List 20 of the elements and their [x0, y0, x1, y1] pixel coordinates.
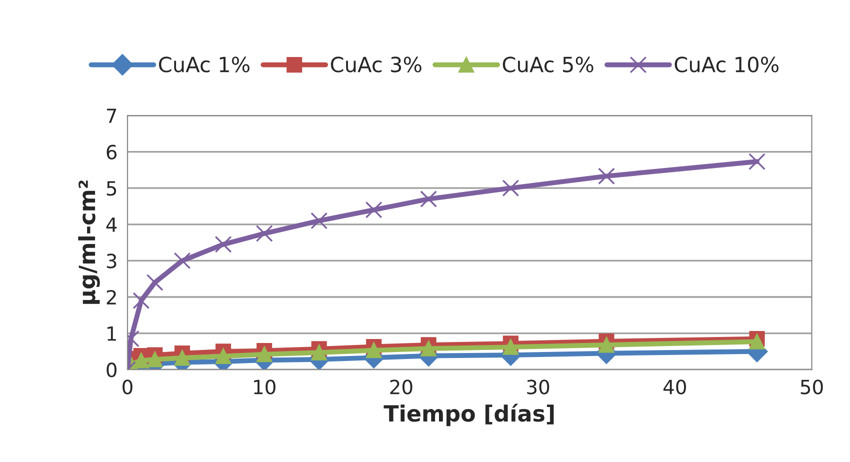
y-tick-label: 4 [106, 218, 117, 232]
x-axis-title: Tiempo [días] [384, 404, 554, 426]
x-tick-label: 0 [122, 380, 132, 394]
legend-label: CuAc 10% [674, 56, 778, 72]
x-tick-label: 20 [390, 380, 412, 394]
y-axis-title: µg/ml-cm² [78, 180, 100, 304]
legend-label: CuAc 1% [159, 56, 250, 72]
x-tick-label: 10 [254, 380, 276, 394]
y-tick-label: 7 [107, 108, 116, 123]
legend-label: CuAc 5% [502, 56, 594, 72]
y-tick-label: 3 [106, 254, 116, 268]
x-tick-label: 30 [527, 380, 550, 394]
y-tick-label: 2 [106, 290, 116, 304]
y-tick-label: 6 [106, 144, 117, 160]
legend-label: CuAc 3% [330, 56, 422, 72]
y-tick-label: 1 [108, 326, 116, 341]
x-tick-label: 50 [800, 380, 823, 394]
y-tick-label: 0 [106, 362, 116, 378]
y-tick-label: 5 [106, 181, 116, 196]
x-tick-label: 40 [663, 380, 686, 394]
